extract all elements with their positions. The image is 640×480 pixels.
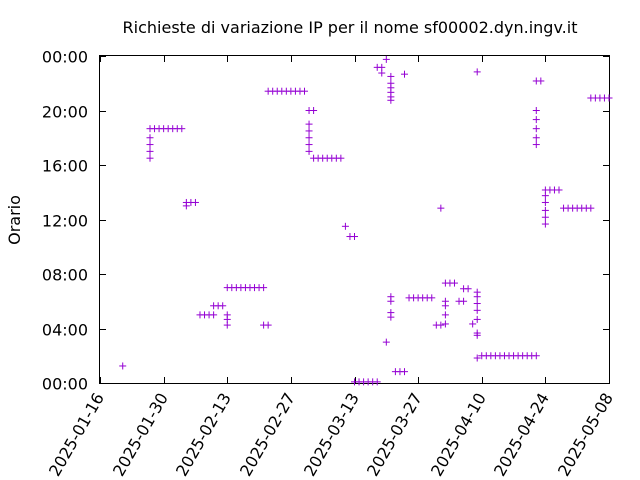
y-tick-label: 20:00 [42, 103, 88, 122]
data-point [337, 154, 345, 162]
y-axis: 00:00 04:00 08:00 12:00 16:00 20:00 00:00 [42, 48, 609, 394]
data-point [387, 309, 395, 317]
data-point [305, 134, 313, 142]
data-point [387, 293, 395, 301]
data-point [387, 72, 395, 80]
data-point [464, 285, 472, 293]
data-point [264, 321, 272, 329]
data-point [400, 70, 408, 78]
data-point [532, 352, 540, 360]
data-point [532, 116, 540, 124]
data-point [351, 233, 358, 241]
data-point [301, 87, 309, 95]
data-point [146, 141, 154, 149]
data-point [219, 302, 227, 310]
data-point [541, 220, 549, 228]
data-point [587, 204, 595, 212]
data-point [473, 300, 481, 308]
x-tick-label: 2025-04-10 [427, 390, 490, 480]
data-point [387, 79, 395, 87]
data-point [191, 198, 199, 206]
data-point [146, 147, 154, 155]
data-points [119, 55, 613, 386]
data-point [310, 107, 318, 114]
data-point [473, 354, 481, 362]
x-tick-label: 2025-02-13 [172, 390, 235, 480]
data-point [373, 378, 381, 386]
data-point [532, 141, 540, 149]
y-tick-label: 08:00 [42, 266, 88, 285]
y-tick-label: 00:00 [42, 48, 88, 67]
chart-title: Richieste di variazione IP per il nome s… [123, 18, 578, 37]
x-tick-label: 2025-01-16 [45, 390, 108, 480]
data-point [469, 320, 477, 328]
data-point [537, 77, 545, 85]
data-point [210, 311, 218, 319]
data-point [437, 321, 445, 329]
data-point [441, 311, 449, 319]
data-point [450, 279, 458, 287]
data-point [473, 288, 481, 296]
data-point [473, 306, 481, 314]
data-point [305, 141, 313, 149]
data-point [532, 134, 540, 142]
y-tick-label: 04:00 [42, 321, 88, 340]
data-point [146, 154, 154, 162]
data-point [119, 362, 127, 370]
data-point [382, 338, 390, 346]
y-tick-label: 16:00 [42, 157, 88, 176]
data-point [541, 206, 549, 214]
data-point [441, 320, 449, 328]
data-point [305, 127, 313, 135]
data-point [473, 329, 481, 337]
plot-frame [99, 55, 610, 384]
data-point [473, 315, 481, 323]
data-point [400, 368, 408, 376]
data-point [378, 69, 386, 77]
data-point [437, 204, 445, 212]
data-point [532, 125, 540, 133]
x-tick-label: 2025-03-27 [363, 390, 426, 480]
data-point [541, 213, 549, 221]
data-point [473, 68, 481, 76]
data-point [223, 311, 231, 319]
x-tick-label: 2025-01-30 [109, 390, 172, 480]
data-point [460, 297, 468, 305]
data-point [555, 186, 563, 194]
x-tick-label: 2025-04-24 [490, 390, 553, 480]
data-point [428, 294, 436, 302]
data-point [260, 284, 268, 292]
data-point [305, 120, 313, 128]
x-tick-label: 2025-02-27 [236, 390, 299, 480]
data-point [341, 222, 349, 230]
data-point [382, 55, 390, 63]
x-axis: 2025-01-16 2025-01-30 2025-02-13 2025-02-27… [45, 56, 617, 480]
data-point [541, 198, 549, 206]
y-tick-label: 12:00 [42, 212, 88, 231]
data-point [146, 134, 154, 142]
data-point [178, 125, 186, 133]
x-tick-label: 2025-03-13 [300, 390, 363, 480]
y-axis-label: Orario [5, 195, 24, 245]
data-point [532, 107, 540, 114]
x-tick-label: 2025-05-08 [554, 390, 617, 480]
data-point [305, 147, 313, 155]
y-tick-label: 00:00 [42, 375, 88, 394]
data-point [441, 297, 449, 305]
data-point [605, 94, 613, 102]
